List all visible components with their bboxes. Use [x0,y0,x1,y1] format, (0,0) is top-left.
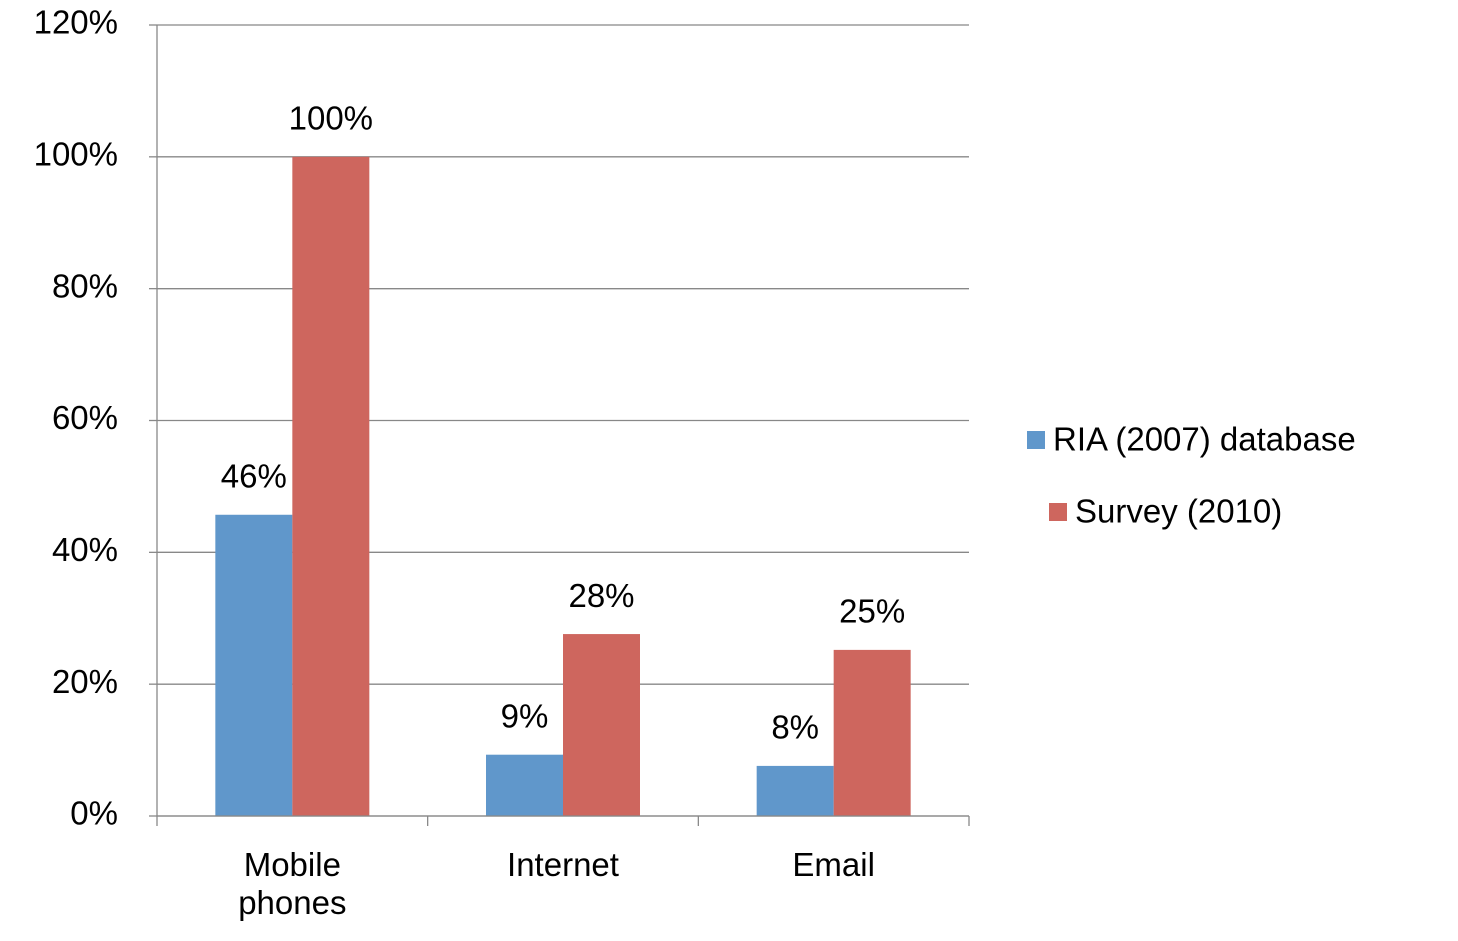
y-tick-label: 20% [52,663,118,700]
y-tick-label: 0% [70,795,118,832]
y-tick-label: 40% [52,531,118,568]
bar [215,514,293,816]
bar [292,156,370,817]
y-tick-label: 120% [34,4,118,41]
data-label: 9% [501,697,549,734]
bar [756,765,834,816]
data-label: 8% [771,709,819,746]
y-tick-label: 60% [52,399,118,436]
x-tick-label-box: Email [792,846,875,883]
legend-label: RIA (2007) database [1053,421,1356,458]
legend-swatch [1049,503,1067,521]
x-tick-label-box: Internet [507,846,619,883]
x-tick-label-box: Mobile phones [238,846,347,921]
legend-swatch [1027,431,1045,449]
data-label: 28% [568,577,634,614]
data-label: 25% [839,593,905,630]
y-tick-label: 80% [52,267,118,304]
y-tick-label: 100% [34,136,118,173]
x-tick-label: Email [792,846,875,883]
bar [486,754,563,816]
bar [563,634,640,816]
bar [833,649,911,816]
x-tick-label: Mobile phones [238,846,347,921]
x-tick-label: Internet [507,846,619,883]
data-label: 100% [289,100,373,137]
data-label: 46% [221,457,287,494]
legend-label: Survey (2010) [1075,493,1282,530]
